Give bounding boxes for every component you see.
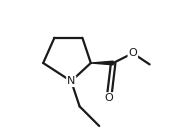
Text: O: O bbox=[128, 48, 137, 58]
Text: O: O bbox=[105, 93, 113, 103]
Polygon shape bbox=[91, 61, 113, 65]
Text: N: N bbox=[67, 76, 75, 86]
